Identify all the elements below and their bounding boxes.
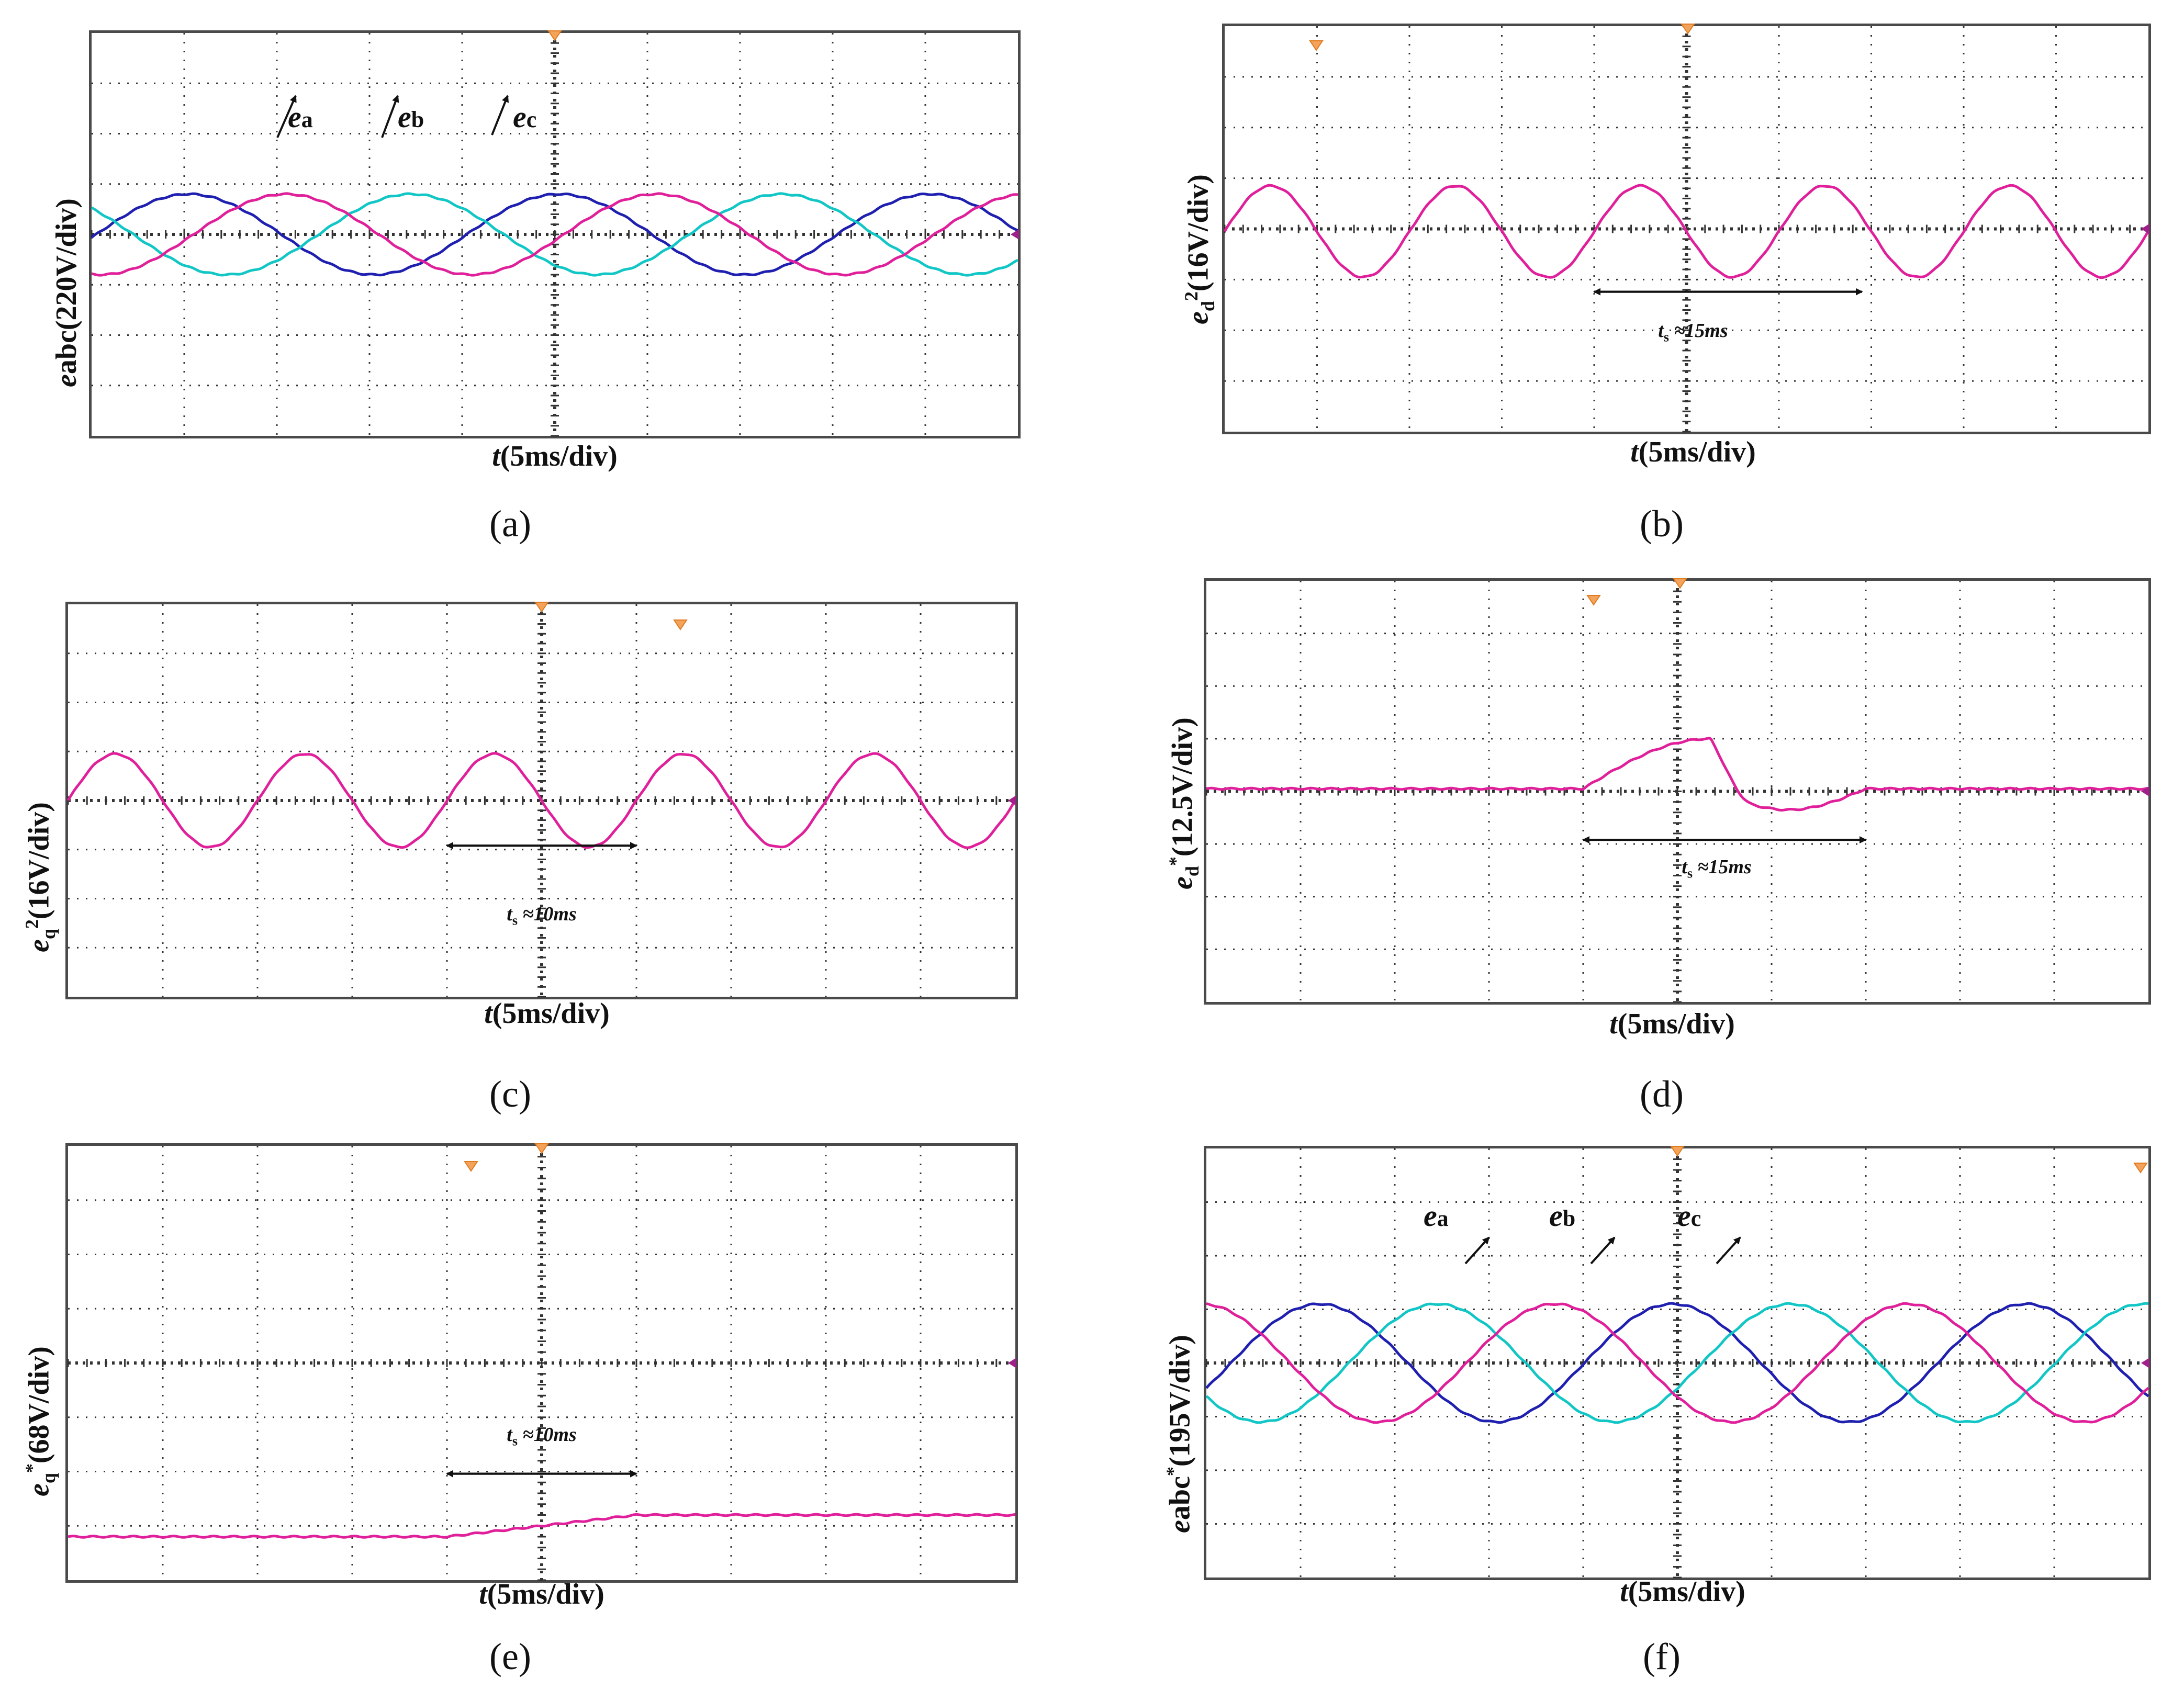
cursor-marker (673, 619, 688, 630)
phase-label-arrow (381, 95, 399, 138)
level-marker (2141, 223, 2149, 234)
plot-area-c (65, 602, 1018, 999)
caption-d: (d) (1640, 1073, 1684, 1115)
x-axis-label-e: t(5ms/div) (479, 1578, 604, 1610)
phase-label-a-ec: ec (513, 100, 537, 134)
x-axis-label-a: t(5ms/div) (492, 440, 618, 472)
chart-a (91, 30, 1019, 437)
caption-b: (b) (1640, 503, 1684, 545)
series-line-f-a (1205, 1302, 2149, 1424)
y-axis-label-c: eq2(16V/div) (21, 802, 59, 952)
series-line-b-0 (1223, 184, 2150, 279)
plot-area-a (89, 30, 1021, 438)
plot-area-e (65, 1143, 1018, 1583)
level-marker (1008, 1358, 1016, 1368)
annotation-e: ts ≈10ms (507, 1424, 577, 1449)
phase-label-a-eb: eb (398, 100, 424, 134)
trigger-marker (534, 602, 549, 613)
series-line-f-b (1205, 1302, 2149, 1424)
phase-label-arrow (1590, 1236, 1616, 1265)
phase-label-arrow (491, 95, 509, 136)
series-line-a-a (91, 192, 1019, 277)
y-axis-label-b: ed2(16V/div) (1181, 174, 1218, 324)
cursor-marker (1309, 40, 1324, 51)
grid-e (67, 1145, 1016, 1581)
plot-area-b (1222, 24, 2151, 434)
cursor-marker (2133, 1163, 2148, 1174)
series-line-e-0 (68, 1513, 1016, 1539)
cursor-marker (1586, 595, 1601, 606)
level-marker (1011, 229, 1019, 240)
y-axis-label-e: eq*(68V/div) (21, 1346, 59, 1496)
y-axis-label-a: eabc(220V/div) (50, 198, 83, 387)
trigger-marker (534, 1143, 549, 1154)
caption-e: (e) (489, 1636, 531, 1677)
phase-label-a-ea: ea (288, 100, 313, 134)
trigger-marker (1673, 578, 1687, 589)
caption-a: (a) (489, 503, 531, 545)
caption-c: (c) (489, 1073, 531, 1115)
annotation-b: ts ≈15ms (1658, 320, 1728, 345)
caption-f: (f) (1643, 1636, 1681, 1677)
phase-label-f-eb: eb (1549, 1199, 1576, 1233)
chart-e (67, 1143, 1016, 1581)
chart-f (1205, 1146, 2149, 1579)
annotation-c: ts ≈10ms (507, 903, 577, 928)
grid-b (1224, 25, 2149, 433)
grid-a (91, 32, 1019, 437)
phase-label-arrow (276, 95, 297, 138)
series-line-d-0 (1206, 737, 2149, 812)
phase-label-arrow (1464, 1236, 1490, 1265)
trigger-marker (1670, 1146, 1685, 1157)
x-axis-label-c: t(5ms/div) (484, 997, 610, 1030)
chart-c (66, 602, 1017, 998)
chart-b (1223, 24, 2150, 433)
plot-area-d (1204, 578, 2151, 1005)
level-marker (2141, 1358, 2149, 1368)
x-axis-label-f: t(5ms/div) (1620, 1575, 1745, 1608)
level-marker (1008, 795, 1016, 806)
phase-label-f-ec: ec (1677, 1199, 1701, 1233)
chart-d (1205, 578, 2149, 1003)
series-line-a-b (91, 192, 1019, 277)
x-axis-label-d: t(5ms/div) (1609, 1008, 1735, 1040)
plot-area-f (1204, 1146, 2151, 1580)
trigger-marker (547, 30, 562, 41)
phase-label-arrow (1716, 1236, 1741, 1265)
level-marker (2141, 786, 2149, 797)
annotation-d: ts ≈15ms (1682, 856, 1752, 881)
series-line-f-c (1206, 1302, 2149, 1424)
phase-label-f-ea: ea (1424, 1199, 1449, 1233)
y-axis-label-d: ed*(12.5V/div) (1165, 717, 1203, 889)
x-axis-label-b: t(5ms/div) (1630, 436, 1756, 468)
grid-d (1205, 580, 2149, 1003)
series-line-c-0 (66, 752, 1017, 849)
series-line-a-c (91, 192, 1018, 277)
trigger-marker (1681, 24, 1695, 35)
y-axis-label-f: eabc*(195V/div) (1162, 1335, 1196, 1533)
cursor-marker (464, 1161, 478, 1172)
